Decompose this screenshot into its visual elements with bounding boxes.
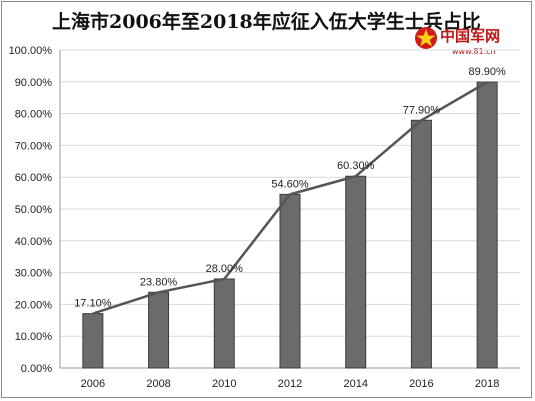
y-tick-label: 80.00% <box>15 109 53 121</box>
data-label: 54.60% <box>271 178 309 190</box>
bar <box>82 313 104 369</box>
x-tick-label: 2016 <box>409 378 433 390</box>
bar <box>148 291 170 369</box>
bar <box>213 278 235 369</box>
data-label: 28.00% <box>206 263 244 275</box>
y-tick-label: 40.00% <box>15 236 53 248</box>
y-tick-label: 50.00% <box>15 204 53 216</box>
bar <box>410 119 432 369</box>
x-tick-label: 2014 <box>343 378 367 390</box>
data-label: 23.80% <box>140 276 178 288</box>
x-tick-label: 2010 <box>212 378 236 390</box>
y-tick-label: 60.00% <box>15 172 53 184</box>
x-tick-label: 2008 <box>146 378 170 390</box>
y-tick-label: 30.00% <box>15 268 53 280</box>
logo-url: www.81.cn <box>452 47 496 56</box>
y-tick-label: 20.00% <box>15 299 53 311</box>
bar <box>476 81 498 369</box>
bar <box>345 175 367 369</box>
logo-name: 中国军网 <box>440 27 501 45</box>
trend-line <box>92 81 488 315</box>
data-label: 77.90% <box>403 104 441 116</box>
x-tick-label: 2012 <box>278 378 302 390</box>
x-tick-label: 2018 <box>475 378 499 390</box>
y-tick-label: 100.00% <box>9 45 53 57</box>
logo-mark <box>415 27 437 49</box>
data-label: 17.10% <box>74 298 112 310</box>
y-tick-label: 0.00% <box>21 363 52 375</box>
data-label: 60.30% <box>337 160 375 172</box>
y-tick-label: 90.00% <box>15 77 53 89</box>
chart-title: 上海市2006年至2018年应征入伍大学生士兵占比 <box>52 11 481 33</box>
star-icon <box>416 29 436 47</box>
y-tick-label: 70.00% <box>15 140 53 152</box>
y-tick-label: 10.00% <box>15 331 53 343</box>
x-tick-label: 2006 <box>81 378 105 390</box>
data-label: 89.90% <box>468 66 506 78</box>
bar <box>279 193 301 369</box>
